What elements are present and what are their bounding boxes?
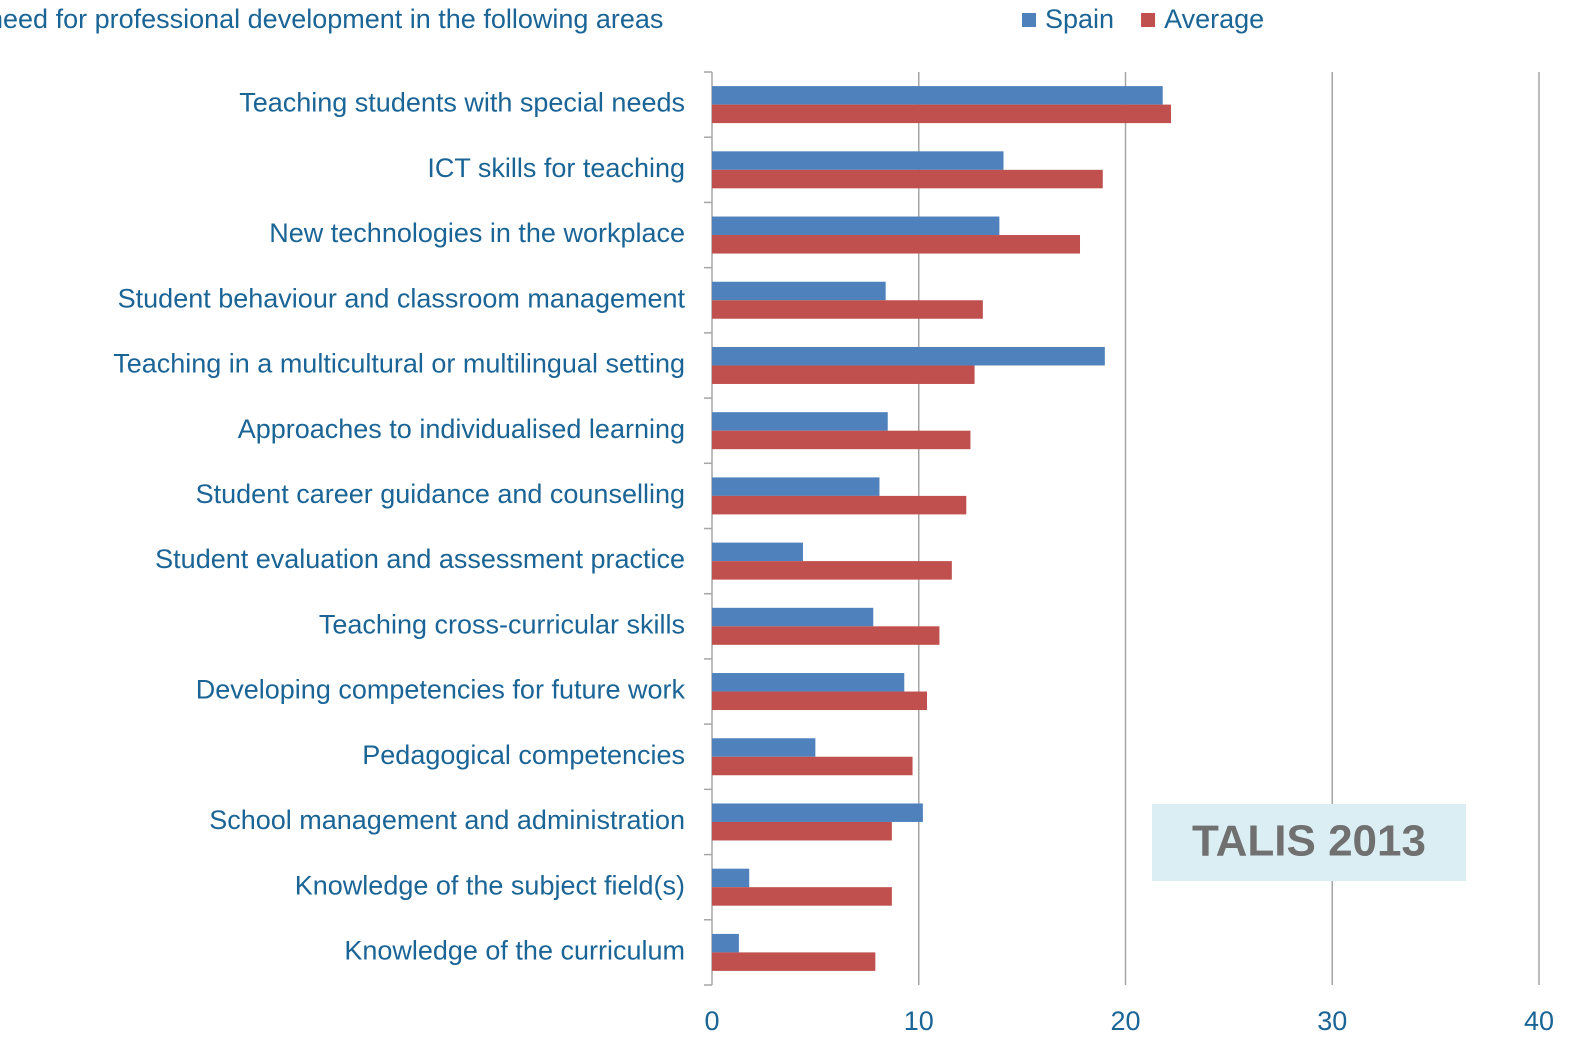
y-tick-label: Student evaluation and assessment practi…	[155, 544, 685, 574]
annotation: TALIS 2013	[1192, 817, 1426, 866]
bar	[712, 952, 876, 971]
bar	[712, 626, 940, 645]
legend-label: Spain	[1045, 4, 1114, 34]
bar	[712, 542, 803, 562]
bar	[712, 216, 1000, 236]
bar	[712, 169, 1103, 189]
bar	[712, 412, 888, 431]
legend-label: Average	[1164, 4, 1264, 34]
y-tick-label: Developing competencies for future work	[196, 675, 686, 705]
bar	[712, 821, 892, 841]
bar	[712, 887, 892, 906]
y-tick-label: Student career guidance and counselling	[196, 479, 685, 509]
bar	[712, 691, 928, 711]
bar	[712, 281, 886, 301]
bar	[712, 561, 952, 580]
y-tick-label: Teaching cross-curricular skills	[319, 609, 685, 639]
bar	[712, 151, 1004, 170]
x-tick-label: 10	[904, 1006, 934, 1036]
x-tick-label: 0	[704, 1006, 719, 1036]
bar	[712, 300, 983, 319]
bar	[712, 430, 971, 450]
bar	[712, 365, 975, 384]
bar	[712, 673, 905, 692]
y-tick-label: Approaches to individualised learning	[238, 414, 685, 444]
annotation-box	[1152, 804, 1466, 881]
chart-title: need for professional development in the…	[0, 4, 663, 34]
bar	[712, 933, 739, 953]
y-tick-label: New technologies in the workplace	[269, 218, 685, 248]
y-tick-label: Pedagogical competencies	[362, 740, 685, 770]
bar	[712, 495, 967, 515]
bar	[712, 738, 816, 757]
legend-swatch	[1141, 13, 1156, 27]
y-tick-label: Teaching in a multicultural or multiling…	[113, 349, 685, 379]
bar	[712, 607, 874, 627]
y-tick-label: Student behaviour and classroom manageme…	[118, 283, 686, 313]
bar	[712, 756, 913, 776]
bar	[712, 803, 923, 822]
y-tick-label: School management and administration	[209, 805, 685, 835]
bar	[712, 477, 880, 496]
y-tick-label: Knowledge of the curriculum	[344, 936, 685, 966]
bar	[712, 868, 750, 888]
bar	[712, 235, 1081, 254]
x-tick-label: 40	[1524, 1006, 1554, 1036]
bar	[712, 86, 1163, 105]
x-tick-label: 20	[1110, 1006, 1140, 1036]
bar	[712, 346, 1105, 366]
x-tick-label: 30	[1317, 1006, 1347, 1036]
y-tick-label: Teaching students with special needs	[239, 88, 685, 118]
y-tick-label: Knowledge of the subject field(s)	[295, 870, 685, 900]
bar	[712, 104, 1171, 124]
y-tick-label: ICT skills for teaching	[427, 153, 685, 183]
legend-swatch	[1022, 13, 1036, 27]
